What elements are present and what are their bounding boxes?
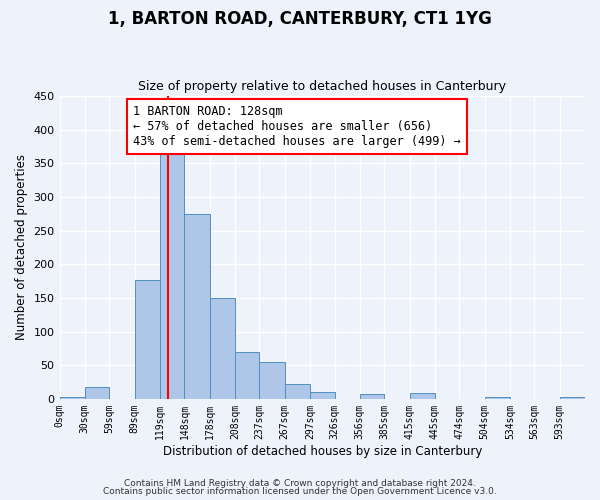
Y-axis label: Number of detached properties: Number of detached properties: [15, 154, 28, 340]
Text: 1 BARTON ROAD: 128sqm
← 57% of detached houses are smaller (656)
43% of semi-det: 1 BARTON ROAD: 128sqm ← 57% of detached …: [133, 105, 461, 148]
Bar: [85, 386, 109, 399]
Text: Contains HM Land Registry data © Crown copyright and database right 2024.: Contains HM Land Registry data © Crown c…: [124, 478, 476, 488]
Bar: [259, 362, 285, 399]
Bar: [310, 392, 335, 399]
Bar: [410, 394, 435, 399]
Bar: [160, 153, 184, 399]
Bar: [285, 384, 310, 399]
Bar: [360, 394, 384, 399]
Bar: [560, 398, 585, 399]
X-axis label: Distribution of detached houses by size in Canterbury: Distribution of detached houses by size …: [163, 444, 482, 458]
Title: Size of property relative to detached houses in Canterbury: Size of property relative to detached ho…: [138, 80, 506, 94]
Bar: [235, 352, 259, 399]
Text: 1, BARTON ROAD, CANTERBURY, CT1 1YG: 1, BARTON ROAD, CANTERBURY, CT1 1YG: [108, 10, 492, 28]
Bar: [184, 214, 209, 399]
Bar: [485, 398, 510, 399]
Bar: [134, 280, 160, 399]
Bar: [59, 398, 85, 399]
Text: Contains public sector information licensed under the Open Government Licence v3: Contains public sector information licen…: [103, 487, 497, 496]
Bar: [209, 298, 235, 399]
